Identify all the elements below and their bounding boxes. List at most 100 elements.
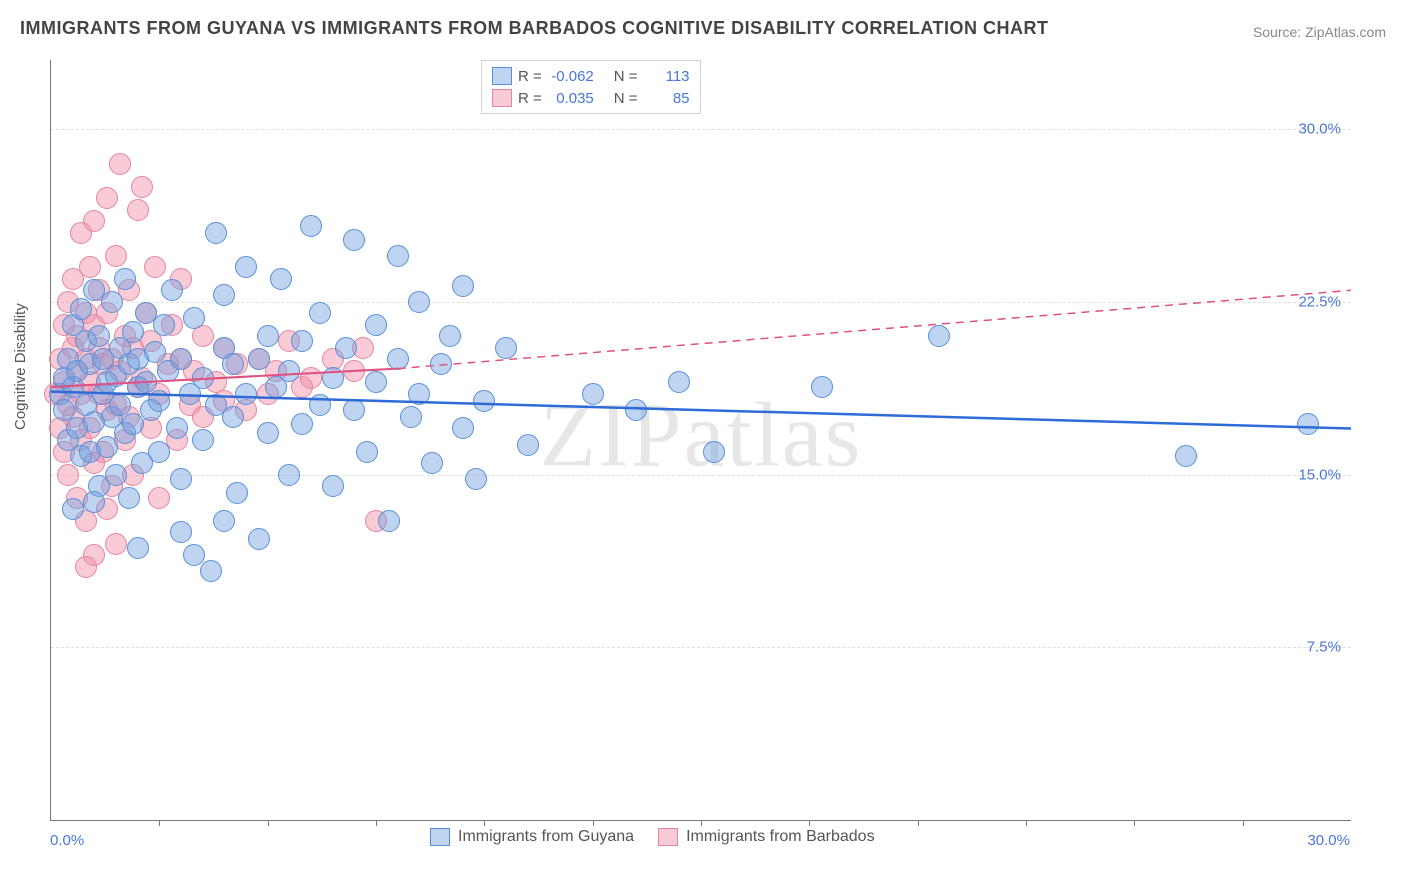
scatter-point-guyana — [495, 337, 517, 359]
y-tick-label: 7.5% — [1307, 639, 1341, 656]
x-tick — [809, 820, 810, 826]
scatter-point-guyana — [473, 390, 495, 412]
gridline — [51, 129, 1351, 130]
scatter-point-barbados — [96, 187, 118, 209]
scatter-point-barbados — [83, 210, 105, 232]
scatter-point-guyana — [439, 325, 461, 347]
chart-title: IMMIGRANTS FROM GUYANA VS IMMIGRANTS FRO… — [20, 18, 1049, 39]
plot-area: ZIPatlas R = -0.062 N = 113 R = 0.035 N … — [50, 60, 1351, 821]
scatter-point-guyana — [192, 367, 214, 389]
n-value: 85 — [644, 90, 690, 107]
scatter-point-guyana — [408, 291, 430, 313]
scatter-point-guyana — [153, 314, 175, 336]
scatter-point-guyana — [200, 560, 222, 582]
scatter-point-guyana — [166, 417, 188, 439]
legend-label: Immigrants from Barbados — [686, 828, 875, 846]
x-tick — [701, 820, 702, 826]
legend-item-guyana: Immigrants from Guyana — [430, 828, 634, 846]
scatter-point-guyana — [300, 215, 322, 237]
scatter-point-guyana — [365, 371, 387, 393]
r-value: 0.035 — [548, 90, 594, 107]
scatter-point-guyana — [387, 348, 409, 370]
scatter-point-guyana — [928, 325, 950, 347]
x-max-label: 30.0% — [1307, 832, 1350, 849]
scatter-point-guyana — [213, 284, 235, 306]
scatter-point-guyana — [582, 383, 604, 405]
n-label: N = — [614, 68, 638, 85]
scatter-point-guyana — [183, 544, 205, 566]
x-tick — [1134, 820, 1135, 826]
source-attribution: Source: ZipAtlas.com — [1253, 24, 1386, 40]
x-tick — [159, 820, 160, 826]
scatter-point-barbados — [300, 367, 322, 389]
chart-container: IMMIGRANTS FROM GUYANA VS IMMIGRANTS FRO… — [0, 0, 1406, 892]
scatter-point-barbados — [131, 176, 153, 198]
scatter-point-guyana — [235, 383, 257, 405]
scatter-point-barbados — [57, 464, 79, 486]
scatter-point-guyana — [668, 371, 690, 393]
x-min-label: 0.0% — [50, 832, 84, 849]
gridline — [51, 647, 1351, 648]
n-value: 113 — [644, 68, 690, 85]
scatter-point-guyana — [291, 413, 313, 435]
scatter-point-guyana — [257, 325, 279, 347]
scatter-point-guyana — [235, 256, 257, 278]
scatter-point-guyana — [343, 229, 365, 251]
scatter-point-guyana — [226, 482, 248, 504]
scatter-point-guyana — [1297, 413, 1319, 435]
scatter-point-guyana — [430, 353, 452, 375]
scatter-point-guyana — [127, 537, 149, 559]
scatter-point-guyana — [248, 528, 270, 550]
scatter-point-barbados — [127, 199, 149, 221]
scatter-point-guyana — [421, 452, 443, 474]
scatter-point-guyana — [257, 422, 279, 444]
scatter-point-guyana — [387, 245, 409, 267]
scatter-point-guyana — [170, 521, 192, 543]
x-tick — [1243, 820, 1244, 826]
scatter-point-guyana — [811, 376, 833, 398]
scatter-point-guyana — [378, 510, 400, 532]
scatter-point-guyana — [114, 268, 136, 290]
scatter-point-barbados — [105, 533, 127, 555]
trend-lines — [51, 60, 1351, 820]
scatter-point-guyana — [270, 268, 292, 290]
x-tick — [484, 820, 485, 826]
scatter-point-guyana — [517, 434, 539, 456]
correlation-row-guyana: R = -0.062 N = 113 — [492, 65, 690, 87]
x-tick — [268, 820, 269, 826]
scatter-point-guyana — [703, 441, 725, 463]
scatter-point-barbados — [148, 487, 170, 509]
scatter-point-guyana — [356, 441, 378, 463]
source-prefix: Source: — [1253, 24, 1305, 40]
scatter-point-guyana — [70, 298, 92, 320]
gridline — [51, 475, 1351, 476]
scatter-point-guyana — [335, 337, 357, 359]
scatter-point-guyana — [222, 353, 244, 375]
correlation-row-barbados: R = 0.035 N = 85 — [492, 87, 690, 109]
scatter-point-guyana — [122, 321, 144, 343]
swatch-barbados — [658, 828, 678, 846]
scatter-point-guyana — [213, 510, 235, 532]
scatter-point-barbados — [109, 153, 131, 175]
y-tick-label: 30.0% — [1298, 121, 1341, 138]
legend-item-barbados: Immigrants from Barbados — [658, 828, 875, 846]
source-name: ZipAtlas.com — [1305, 24, 1386, 40]
scatter-point-guyana — [309, 302, 331, 324]
r-label: R = — [518, 68, 542, 85]
scatter-point-barbados — [79, 256, 101, 278]
scatter-point-guyana — [1175, 445, 1197, 467]
scatter-point-barbados — [343, 360, 365, 382]
scatter-point-guyana — [192, 429, 214, 451]
swatch-guyana — [492, 67, 512, 85]
x-tick — [376, 820, 377, 826]
x-tick — [918, 820, 919, 826]
scatter-point-guyana — [205, 222, 227, 244]
scatter-point-guyana — [183, 307, 205, 329]
scatter-point-guyana — [452, 275, 474, 297]
scatter-point-guyana — [465, 468, 487, 490]
r-label: R = — [518, 90, 542, 107]
scatter-point-guyana — [222, 406, 244, 428]
r-value: -0.062 — [548, 68, 594, 85]
swatch-barbados — [492, 89, 512, 107]
scatter-point-guyana — [148, 441, 170, 463]
